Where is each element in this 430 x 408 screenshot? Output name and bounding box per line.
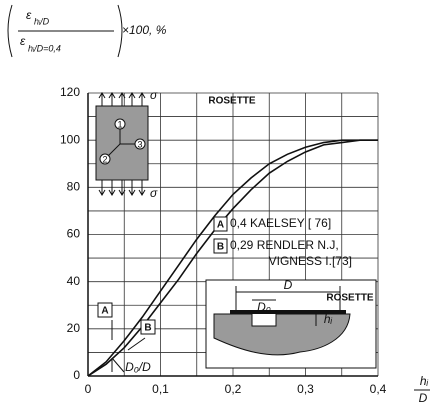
section-inset: D D₀ hᵢ ROSETTE: [206, 278, 376, 368]
x-tick-label: 0,2: [225, 382, 242, 396]
legend-label: 0,29 RENDLER N.J,: [230, 238, 339, 252]
x-tick-label: 0,4: [370, 382, 387, 396]
x-axis-label: hᵢ D: [414, 374, 430, 405]
x-tick-label: 0: [85, 382, 92, 396]
y-label-sub: hᵢ/D: [34, 16, 50, 26]
annotation: D₀: [257, 300, 271, 314]
y-tick-label: 80: [67, 180, 81, 194]
annotation: σ: [150, 88, 158, 102]
legend-label: VIGNESS I.[73]: [269, 254, 352, 268]
y-label-symbol: ε: [20, 34, 26, 48]
annotation: 2: [102, 154, 107, 164]
y-tick-label: 100: [60, 132, 80, 146]
chart: ε hᵢ/D ε hᵢ/D=0,4 ×100, % hᵢ D 0 0,1 0,2 0,…: [0, 0, 430, 408]
legend-label: 0,4 KAELSEY [ 76]: [230, 216, 331, 230]
y-tick-label: 0: [73, 368, 80, 382]
annotation: hᵢ: [324, 312, 333, 326]
y-label-sub: hᵢ/D=0,4: [28, 43, 61, 53]
annotation: D: [284, 278, 293, 292]
x-tick-label: 0,1: [152, 382, 169, 396]
legend-key: B: [217, 242, 224, 253]
annotation: ROSETTE: [208, 96, 256, 107]
series-tag: B: [144, 323, 151, 334]
annotation: 3: [137, 139, 142, 149]
annotation: D₀/D: [125, 360, 151, 374]
y-axis-label: ε hᵢ/D ε hᵢ/D=0,4 ×100, %: [8, 5, 167, 57]
annotation: 1: [117, 119, 122, 129]
y-label-symbol: ε: [26, 8, 32, 22]
annotation: σ: [150, 186, 158, 200]
y-tick-label: 40: [67, 274, 81, 288]
y-tick-label: 120: [60, 85, 80, 99]
x-label-num: hᵢ: [420, 374, 429, 388]
legend-key: A: [217, 220, 224, 231]
x-label-den: D: [419, 391, 428, 405]
y-label-suffix: ×100, %: [122, 23, 167, 37]
y-tick-label: 20: [67, 321, 81, 335]
x-tick-label: 0,3: [297, 382, 314, 396]
series-tag: A: [101, 306, 108, 317]
annotation: ROSETTE: [326, 293, 374, 304]
y-tick-label: 60: [67, 227, 81, 241]
